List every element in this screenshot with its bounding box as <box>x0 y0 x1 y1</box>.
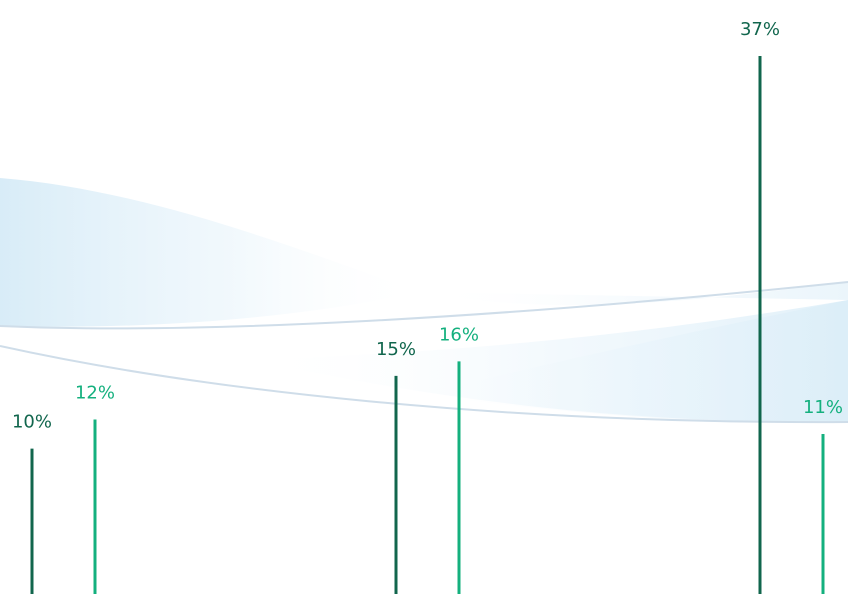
data-label-s2-c1: 12% <box>75 383 115 404</box>
background-waves <box>0 178 848 424</box>
data-label-s2-c2: 16% <box>439 324 479 345</box>
data-label-s1-c1: 10% <box>12 412 52 433</box>
data-label-s1-c3: 37% <box>740 19 780 40</box>
wave-band-upper <box>0 178 420 327</box>
data-label-s1-c2: 15% <box>376 339 416 360</box>
data-label-s2-c3: 11% <box>803 397 843 418</box>
wave-line-upper <box>0 281 848 330</box>
chart-marks: 10% 15% 37% 12% 16% 11% <box>12 19 843 594</box>
wave-band-lower-fill <box>250 300 848 423</box>
wave-line-lower <box>0 345 848 424</box>
